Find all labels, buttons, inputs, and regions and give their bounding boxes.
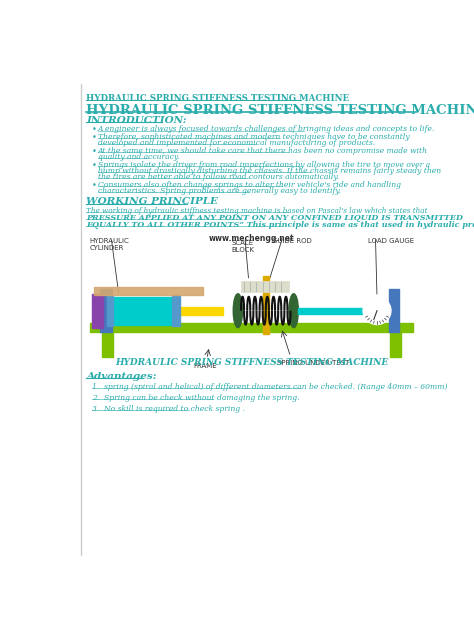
Text: •: • (92, 125, 97, 134)
Text: HYDRAULIC
CYLINDER: HYDRAULIC CYLINDER (90, 238, 129, 250)
Ellipse shape (233, 294, 243, 327)
Bar (102, 332, 113, 357)
Text: •: • (92, 181, 97, 190)
Text: Therefore, sophisticated machines and modern techniques have to be constantly: Therefore, sophisticated machines and mo… (98, 133, 410, 141)
Bar (107, 295, 113, 326)
Text: 1.  spring (spiral and helical) of different diameters can be checked. (Range 40: 1. spring (spiral and helical) of differ… (92, 383, 447, 391)
Text: HYDRAULIC SPRING STIFFNESS TESTING MACHINE: HYDRAULIC SPRING STIFFNESS TESTING MACHI… (86, 104, 474, 116)
Text: WORKING PRINCIPLE: WORKING PRINCIPLE (86, 197, 218, 207)
Bar (298, 308, 362, 313)
Text: quality and accuracy.: quality and accuracy. (98, 153, 180, 161)
Text: PRESSURE APPLIED AT ANY POINT ON ANY CONFINED LIQUID IS TRANSMITTED: PRESSURE APPLIED AT ANY POINT ON ANY CON… (86, 214, 464, 222)
Text: 3.  No skill is required to check spring .: 3. No skill is required to check spring … (92, 404, 245, 413)
Text: EQUALLY TO ALL OTHER POINTS” This principle is same as that used in hydraulic pr: EQUALLY TO ALL OTHER POINTS” This princi… (86, 221, 474, 229)
Bar (390, 289, 399, 332)
Text: LOAD GAUGE: LOAD GAUGE (368, 238, 414, 243)
Text: A engineer is always focused towards challenges of bringing ideas and concepts t: A engineer is always focused towards cha… (98, 125, 435, 133)
Text: 2.  Spring can be check without damaging the spring.: 2. Spring can be check without damaging … (92, 394, 299, 402)
Text: At the same time, we should take care that there has been no compromise made wit: At the same time, we should take care th… (98, 147, 428, 155)
Circle shape (363, 297, 391, 325)
Text: HYDRAULIC SPRING STIFFNESS TESTING MACHINE: HYDRAULIC SPRING STIFFNESS TESTING MACHI… (115, 358, 389, 367)
Text: Consumers also often change springs to alter their vehicle's ride and handling: Consumers also often change springs to a… (98, 181, 401, 188)
Text: HYDRAULIC SPRING STIFFNESS TESTING MACHINE: HYDRAULIC SPRING STIFFNESS TESTING MACHI… (86, 94, 349, 103)
Text: •: • (92, 161, 97, 169)
Text: INTRODUCTION:: INTRODUCTION: (86, 116, 187, 125)
Bar (173, 295, 180, 326)
Bar (390, 332, 401, 357)
Bar (241, 281, 289, 292)
Bar (94, 287, 202, 295)
Text: Springs isolate the driver from road imperfections by allowing the tire to move : Springs isolate the driver from road imp… (98, 161, 430, 169)
Text: FRAME: FRAME (194, 363, 218, 369)
Bar (92, 294, 103, 327)
Bar (100, 289, 112, 332)
Text: SCALE
BLOCK: SCALE BLOCK (232, 240, 255, 253)
Text: GUIDE ROD: GUIDE ROD (272, 238, 312, 243)
Bar (180, 307, 223, 315)
Ellipse shape (289, 294, 298, 327)
Text: bump without drastically disturbing the chassis. If the chassis remains fairly s: bump without drastically disturbing the … (98, 167, 441, 174)
Text: SPRING UNDER TEST: SPRING UNDER TEST (277, 360, 350, 366)
Text: The working of hydraulic stiffness testing machine is based on Pascal's law whic: The working of hydraulic stiffness testi… (86, 207, 428, 215)
Text: the tires are better able to follow road contours automatically.: the tires are better able to follow road… (98, 173, 339, 181)
Bar (263, 276, 269, 334)
Text: developed and implemented for economical manufacturing of products.: developed and implemented for economical… (98, 139, 375, 147)
Bar (109, 297, 175, 325)
Text: Advantages:: Advantages: (86, 372, 157, 381)
Text: www.mechengg.net: www.mechengg.net (209, 234, 295, 243)
Text: •: • (92, 133, 97, 142)
Bar (377, 307, 392, 315)
Text: characteristics. Spring problems are generally easy to identify.: characteristics. Spring problems are gen… (98, 186, 341, 195)
Bar (90, 323, 413, 332)
Text: •: • (92, 147, 97, 155)
